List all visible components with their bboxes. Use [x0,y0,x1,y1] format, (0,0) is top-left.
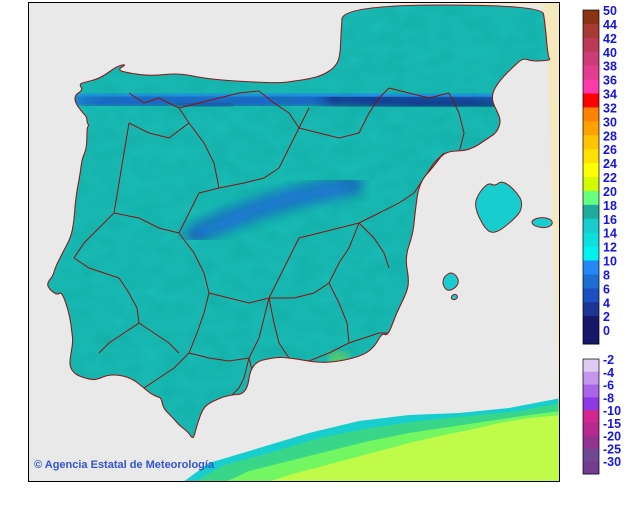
svg-text:38: 38 [603,60,617,74]
svg-text:4: 4 [603,296,610,310]
svg-text:26: 26 [603,143,617,157]
svg-text:6: 6 [603,282,610,296]
svg-text:42: 42 [603,32,617,46]
svg-text:10: 10 [603,255,617,269]
svg-text:12: 12 [603,241,617,255]
svg-text:20: 20 [603,185,617,199]
svg-text:8: 8 [603,268,610,282]
svg-text:34: 34 [603,88,617,102]
svg-text:30: 30 [603,115,617,129]
svg-text:24: 24 [603,157,617,171]
svg-text:40: 40 [603,46,617,60]
svg-text:16: 16 [603,213,617,227]
svg-text:50: 50 [603,4,617,18]
svg-text:-30: -30 [603,455,621,469]
svg-text:0: 0 [603,324,610,338]
svg-text:2: 2 [603,310,610,324]
svg-text:18: 18 [603,199,617,213]
svg-text:22: 22 [603,171,617,185]
svg-text:32: 32 [603,101,617,115]
svg-text:44: 44 [603,18,617,32]
svg-text:14: 14 [603,227,617,241]
svg-text:28: 28 [603,129,617,143]
svg-text:36: 36 [603,74,617,88]
